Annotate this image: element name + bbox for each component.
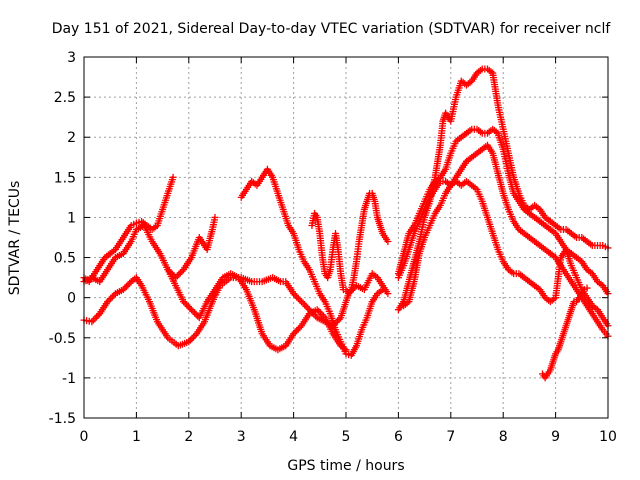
x-tick-label: 4 (289, 429, 298, 445)
data-point (316, 309, 324, 317)
data-point (384, 238, 392, 246)
data-point (291, 291, 299, 299)
y-tick-label: 1 (67, 210, 76, 226)
data-point (186, 336, 194, 344)
y-tick-labels: -1.5 -1 -0.5 0 0.5 1 1.5 2 2.5 3 (49, 50, 76, 427)
series-trace-4 (164, 266, 350, 354)
x-tick-label: 9 (551, 429, 560, 445)
data-point (183, 301, 191, 309)
y-tick-label: 0.5 (54, 251, 76, 267)
data-point (315, 307, 323, 315)
data-point (290, 330, 298, 338)
data-point (191, 309, 199, 317)
data-point (188, 335, 196, 343)
data-point (124, 281, 132, 289)
x-tick-label: 6 (394, 429, 403, 445)
data-point (192, 311, 200, 319)
data-point (191, 331, 199, 339)
data-point (296, 323, 304, 331)
data-point (313, 306, 321, 314)
chart-title: Day 151 of 2021, Sidereal Day-to-day VTE… (52, 21, 612, 37)
x-tick-label: 8 (499, 429, 508, 445)
x-tick-label: 2 (184, 429, 193, 445)
series-trace-8 (394, 125, 612, 298)
data-point (190, 333, 198, 341)
data-point (89, 316, 97, 324)
y-tick-label: 1.5 (54, 170, 76, 186)
data-point (181, 299, 189, 307)
y-tick-label: -1.5 (49, 411, 76, 427)
y-tick-label: -1 (62, 371, 76, 387)
data-point (107, 294, 115, 302)
x-tick-labels: 0 1 2 3 4 5 6 7 8 9 10 (80, 429, 617, 445)
data-point (122, 282, 130, 290)
y-axis-label: SDTVAR / TECUs (7, 181, 23, 296)
data-point (211, 213, 219, 221)
data-point (319, 312, 327, 320)
data-point (297, 298, 305, 306)
series-trace-9 (394, 141, 612, 340)
data-point (105, 296, 113, 304)
data-point (121, 284, 129, 292)
data-point (185, 338, 193, 346)
data-point (169, 173, 177, 181)
data-point (173, 272, 181, 280)
data-point (176, 269, 184, 277)
data-point (293, 293, 301, 301)
data-point (175, 270, 183, 278)
data-point (189, 307, 197, 315)
data-point (104, 298, 112, 306)
x-tick-label: 3 (237, 429, 246, 445)
data-point (384, 290, 392, 298)
data-series (80, 65, 612, 382)
data-point (178, 267, 186, 275)
data-point (187, 306, 195, 314)
axis-ticks (83, 56, 609, 419)
series-trace-2 (80, 213, 219, 286)
series-trace-6 (308, 189, 392, 298)
data-point (379, 286, 387, 294)
data-point (290, 290, 298, 298)
x-tick-label: 5 (342, 429, 351, 445)
x-tick-label: 0 (80, 429, 89, 445)
y-tick-label: -0.5 (49, 331, 76, 347)
y-tick-label: 2 (67, 130, 76, 146)
series-trace-1 (80, 173, 177, 286)
data-point (301, 301, 309, 309)
data-point (294, 294, 302, 302)
data-point (180, 298, 188, 306)
data-point (91, 315, 99, 323)
x-axis-label: GPS time / hours (287, 458, 404, 474)
data-point (296, 296, 304, 304)
series-trace-11 (539, 284, 591, 382)
data-point (335, 315, 343, 323)
data-point (94, 311, 102, 319)
plot-frame (83, 56, 609, 419)
data-point (110, 291, 118, 299)
data-point (304, 304, 312, 312)
data-point (299, 299, 307, 307)
data-point (93, 313, 101, 321)
y-tick-label: 2.5 (54, 90, 76, 106)
y-tick-label: 3 (67, 50, 76, 66)
series-trace-5 (237, 165, 387, 359)
y-tick-label: 0 (67, 291, 76, 307)
data-point (186, 304, 194, 312)
data-point (119, 286, 127, 294)
series-trace-7 (394, 65, 612, 314)
data-point (184, 302, 192, 310)
data-point (293, 327, 301, 335)
data-point (294, 325, 302, 333)
x-tick-label: 7 (446, 429, 455, 445)
data-point (88, 318, 96, 326)
data-point (583, 284, 591, 292)
data-point (302, 302, 310, 310)
data-point (291, 328, 299, 336)
data-point (318, 311, 326, 319)
x-tick-label: 1 (132, 429, 141, 445)
data-point (108, 293, 116, 301)
x-tick-label: 10 (599, 429, 617, 445)
